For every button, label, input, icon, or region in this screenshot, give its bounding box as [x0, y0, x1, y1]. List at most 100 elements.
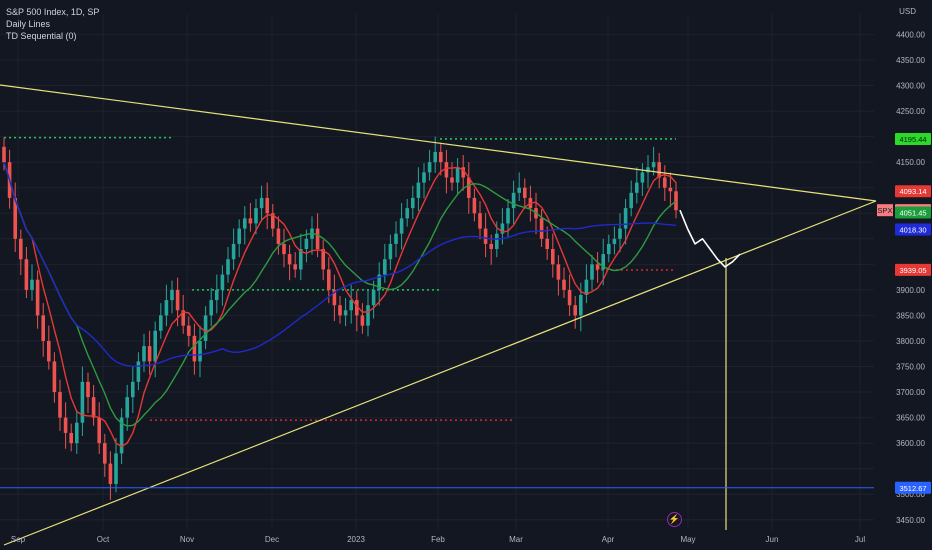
candle-body [663, 177, 667, 188]
candle-body [422, 172, 426, 183]
candle-body [164, 300, 169, 316]
candle-body [215, 289, 219, 301]
candle-body [170, 289, 174, 301]
level-3512-text: 3512.67 [899, 484, 926, 493]
candle-body [394, 233, 398, 244]
candle-body [506, 208, 510, 224]
price-tick: 3650.00 [896, 414, 925, 423]
candle-body [63, 417, 68, 433]
candle-body [198, 340, 202, 362]
price-tick: 4350.00 [896, 56, 925, 65]
candle-body [175, 289, 180, 311]
candle-body [523, 187, 527, 198]
candle-body [489, 243, 493, 250]
candle-body [343, 310, 348, 316]
candle-body [91, 397, 96, 418]
candle-body [282, 243, 286, 255]
candle-body [203, 315, 208, 341]
time-tick: Mar [509, 535, 523, 544]
candle-body [511, 192, 516, 209]
candle-body [349, 300, 353, 311]
level-4051-text: 4051.45 [899, 209, 926, 218]
candle-body [623, 208, 628, 229]
candle-body [467, 177, 471, 198]
candle-body [265, 197, 269, 214]
candle-body [377, 274, 381, 290]
price-tick: 3850.00 [896, 311, 925, 320]
candle-body [136, 361, 141, 382]
candle-body [47, 340, 51, 362]
candle-body [299, 249, 303, 270]
level-4195-text: 4195.44 [899, 135, 926, 144]
time-tick: Jul [855, 535, 865, 544]
candle-body [556, 264, 561, 280]
candle-body [455, 167, 460, 183]
candle-body [119, 417, 124, 454]
trendlines [0, 84, 877, 546]
candle-body [651, 162, 656, 168]
candle-body [41, 315, 45, 341]
candle-body [304, 238, 309, 250]
candle-body [500, 223, 505, 234]
legend-indicator-td-sequential[interactable]: TD Sequential (0) [6, 31, 77, 41]
candle-body [539, 218, 544, 239]
price-axis: 4400.00 4350.00 4300.00 4250.00 4150.00 3900.… [896, 30, 925, 524]
time-tick: Nov [180, 535, 194, 544]
candle-body [276, 228, 281, 244]
candle-body [439, 151, 443, 163]
candle-body [192, 335, 197, 362]
projection-path [679, 209, 741, 268]
candle-body [461, 167, 465, 178]
spx-label: SPX [877, 206, 892, 215]
candle-body [567, 289, 572, 306]
level-3939-tag [895, 263, 931, 276]
candle-body [142, 346, 146, 362]
candle-body [125, 397, 129, 418]
candle-body [287, 254, 292, 265]
candle-body [517, 187, 521, 193]
price-tick: 3500.00 [896, 490, 925, 499]
candle-body [668, 187, 673, 192]
candle-body [450, 177, 454, 183]
candle-body [472, 197, 477, 214]
candle-body [562, 279, 566, 290]
candle-body [646, 167, 650, 173]
time-tick: Sep [11, 535, 26, 544]
spx-label-bg [877, 204, 893, 217]
price-tick: 4400.00 [896, 30, 925, 39]
candle-body [147, 346, 152, 362]
level-4195-tag [895, 132, 931, 145]
candle-body [388, 243, 393, 260]
candle-body [114, 453, 118, 485]
price-tags: 4195.444093.14SPX4056.004051.454018.3039… [877, 132, 931, 494]
candle-body [332, 289, 337, 306]
candle-body [220, 274, 225, 290]
candle-body [243, 218, 247, 229]
candle-body [248, 218, 253, 224]
candle-body [293, 264, 297, 270]
candle-body [30, 279, 34, 290]
price-tick: 3600.00 [896, 439, 925, 448]
time-axis: Sep Oct Nov Dec 2023 Feb Mar Apr May Jun Jul [11, 535, 865, 544]
price-tick: 3450.00 [896, 516, 925, 525]
candle-body [674, 191, 678, 211]
candle-body [399, 218, 404, 234]
level-4018-tag [895, 223, 931, 236]
candle-body [427, 162, 432, 173]
lightning-icon[interactable]: ⚡ [667, 512, 682, 527]
legend-indicator-daily-lines[interactable]: Daily Lines [6, 19, 51, 29]
candle-body [635, 182, 639, 193]
candle-body [366, 305, 370, 326]
ma-blue-line [3, 161, 677, 368]
price-tick: 3900.00 [896, 286, 925, 295]
time-tick: Feb [431, 535, 445, 544]
candle-body [159, 315, 163, 331]
candle-body [209, 300, 213, 316]
candle-body [2, 146, 6, 163]
candle-body [551, 249, 555, 265]
level-4051-tag [895, 206, 931, 219]
level-3512-tag [895, 481, 931, 494]
legend-symbol[interactable]: S&P 500 Index, 1D, SP [6, 7, 100, 17]
candle-body [35, 279, 40, 316]
